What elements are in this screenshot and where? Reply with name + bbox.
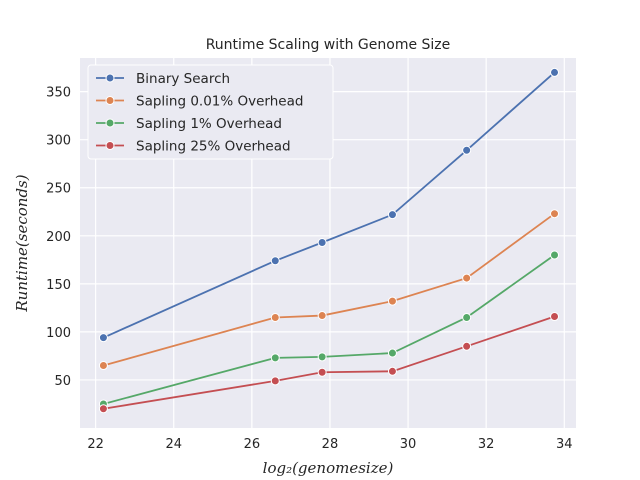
legend-marker <box>105 141 115 150</box>
y-tick-label: 250 <box>46 182 71 197</box>
data-point <box>270 256 280 266</box>
data-point <box>98 333 108 343</box>
data-point <box>550 209 560 219</box>
x-tick-label: 32 <box>478 437 495 452</box>
y-tick-label: 100 <box>46 326 71 341</box>
x-tick-label: 24 <box>165 437 182 452</box>
series-line <box>103 254 556 405</box>
data-point <box>317 352 327 362</box>
legend-item: Sapling 1% Overhead <box>96 116 282 132</box>
tick-labels: 22 24 26 28 30 32 34 50 100 150 200 250 300 350 <box>46 86 572 452</box>
y-tick-label: 350 <box>46 86 71 101</box>
legend-marker <box>105 73 115 83</box>
data-point <box>98 404 108 414</box>
data-point <box>270 376 280 386</box>
data-point <box>317 311 327 321</box>
x-tick-label: 26 <box>244 437 261 452</box>
legend-item: Sapling 25% Overhead <box>96 139 291 155</box>
y-tick-label: 150 <box>46 278 71 293</box>
legend-marker <box>105 118 115 128</box>
data-point <box>270 353 280 363</box>
series-1 <box>98 67 560 343</box>
x-tick-label: 34 <box>556 437 573 452</box>
data-point <box>317 367 327 377</box>
legend-item: Sapling 0.01% Overhead <box>96 94 303 110</box>
data-point <box>387 366 397 376</box>
y-axis-title: Runtime(seconds) <box>13 174 31 312</box>
x-axis-title: log₂(genomesize) <box>263 459 394 477</box>
series-line <box>103 212 556 367</box>
x-tick-label: 22 <box>87 437 104 452</box>
legend: Binary Search Sapling 0.01% Overhead Sapli… <box>87 64 334 160</box>
data-point <box>387 296 397 306</box>
data-point <box>550 312 560 322</box>
series-layer <box>98 67 560 414</box>
series-4 <box>98 312 560 414</box>
x-tick-label: 28 <box>322 437 339 452</box>
data-point <box>270 312 280 322</box>
x-tick-label: 30 <box>400 437 417 452</box>
series-2 <box>98 209 560 371</box>
series-line <box>103 71 556 339</box>
data-point <box>462 273 472 283</box>
legend-box <box>87 64 334 160</box>
legend-item: Binary Search <box>96 71 230 87</box>
data-point <box>462 341 472 351</box>
legend-label: Sapling 1% Overhead <box>136 116 282 132</box>
data-point <box>462 145 472 155</box>
series-line <box>103 315 555 410</box>
legend-label: Sapling 25% Overhead <box>136 139 291 155</box>
data-point <box>387 348 397 358</box>
series-3 <box>98 250 560 409</box>
y-tick-label: 50 <box>54 374 71 389</box>
data-point <box>550 250 560 260</box>
data-point <box>317 238 327 248</box>
chart-title: Runtime Scaling with Genome Size <box>206 37 451 53</box>
legend-marker <box>105 96 115 105</box>
data-point <box>550 67 560 77</box>
data-point <box>98 361 108 371</box>
legend-label: Binary Search <box>136 71 230 87</box>
y-tick-label: 200 <box>46 230 71 245</box>
data-point <box>462 312 472 322</box>
y-tick-label: 300 <box>46 134 71 149</box>
legend-label: Sapling 0.01% Overhead <box>136 94 303 110</box>
data-point <box>387 210 397 220</box>
